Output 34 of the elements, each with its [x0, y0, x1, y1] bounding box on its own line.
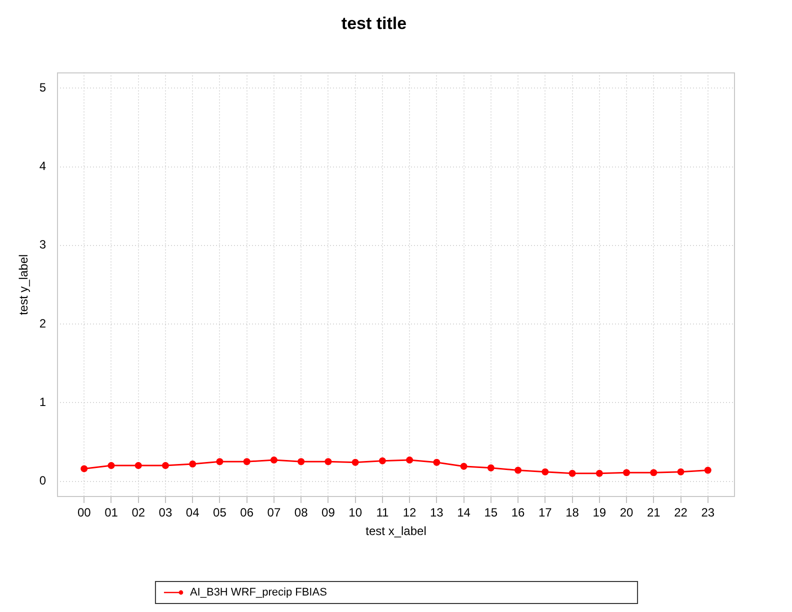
y-tick-label: 2: [39, 316, 46, 330]
x-tick-label: 07: [267, 506, 281, 520]
x-tick-label: 02: [132, 506, 146, 520]
x-tick-label: 05: [213, 506, 227, 520]
x-tick-label: 18: [566, 506, 580, 520]
x-tick-label: 23: [701, 506, 715, 520]
y-tick-label: 3: [39, 238, 46, 252]
x-tick-label: 11: [376, 506, 389, 520]
y-tick-label: 1: [39, 394, 46, 409]
x-tick-label: 09: [322, 506, 336, 520]
x-tick-label: 12: [402, 506, 417, 520]
x-tick-label: 03: [158, 506, 172, 520]
y-tick-label: 4: [39, 159, 46, 174]
x-tick-label: 01: [104, 506, 118, 520]
x-tick-label: 17: [538, 506, 552, 520]
x-tick-label: 08: [294, 506, 308, 520]
x-tick-label: 15: [484, 506, 498, 520]
y-tick-label: 5: [39, 80, 46, 94]
x-tick-label: 13: [430, 506, 444, 520]
y-tick-label: 0: [39, 474, 46, 488]
x-tick-label: 10: [348, 506, 362, 520]
x-tick-label: 21: [646, 506, 661, 520]
x-tick-label: 19: [592, 506, 606, 520]
y-axis-title: test y_label: [16, 254, 31, 316]
x-axis-title: test x_label: [366, 524, 426, 538]
x-tick-label: 22: [674, 506, 688, 520]
chart-title: test title: [341, 14, 407, 33]
x-tick-label: 16: [511, 506, 526, 520]
legend-label: AI_B3H WRF_precip FBIAS: [190, 586, 327, 599]
x-tick-label: 04: [186, 506, 200, 520]
x-tick-label: 20: [620, 506, 634, 520]
x-tick-label: 14: [457, 506, 471, 520]
x-tick-label: 00: [77, 506, 92, 520]
x-tick-label: 06: [240, 506, 254, 520]
